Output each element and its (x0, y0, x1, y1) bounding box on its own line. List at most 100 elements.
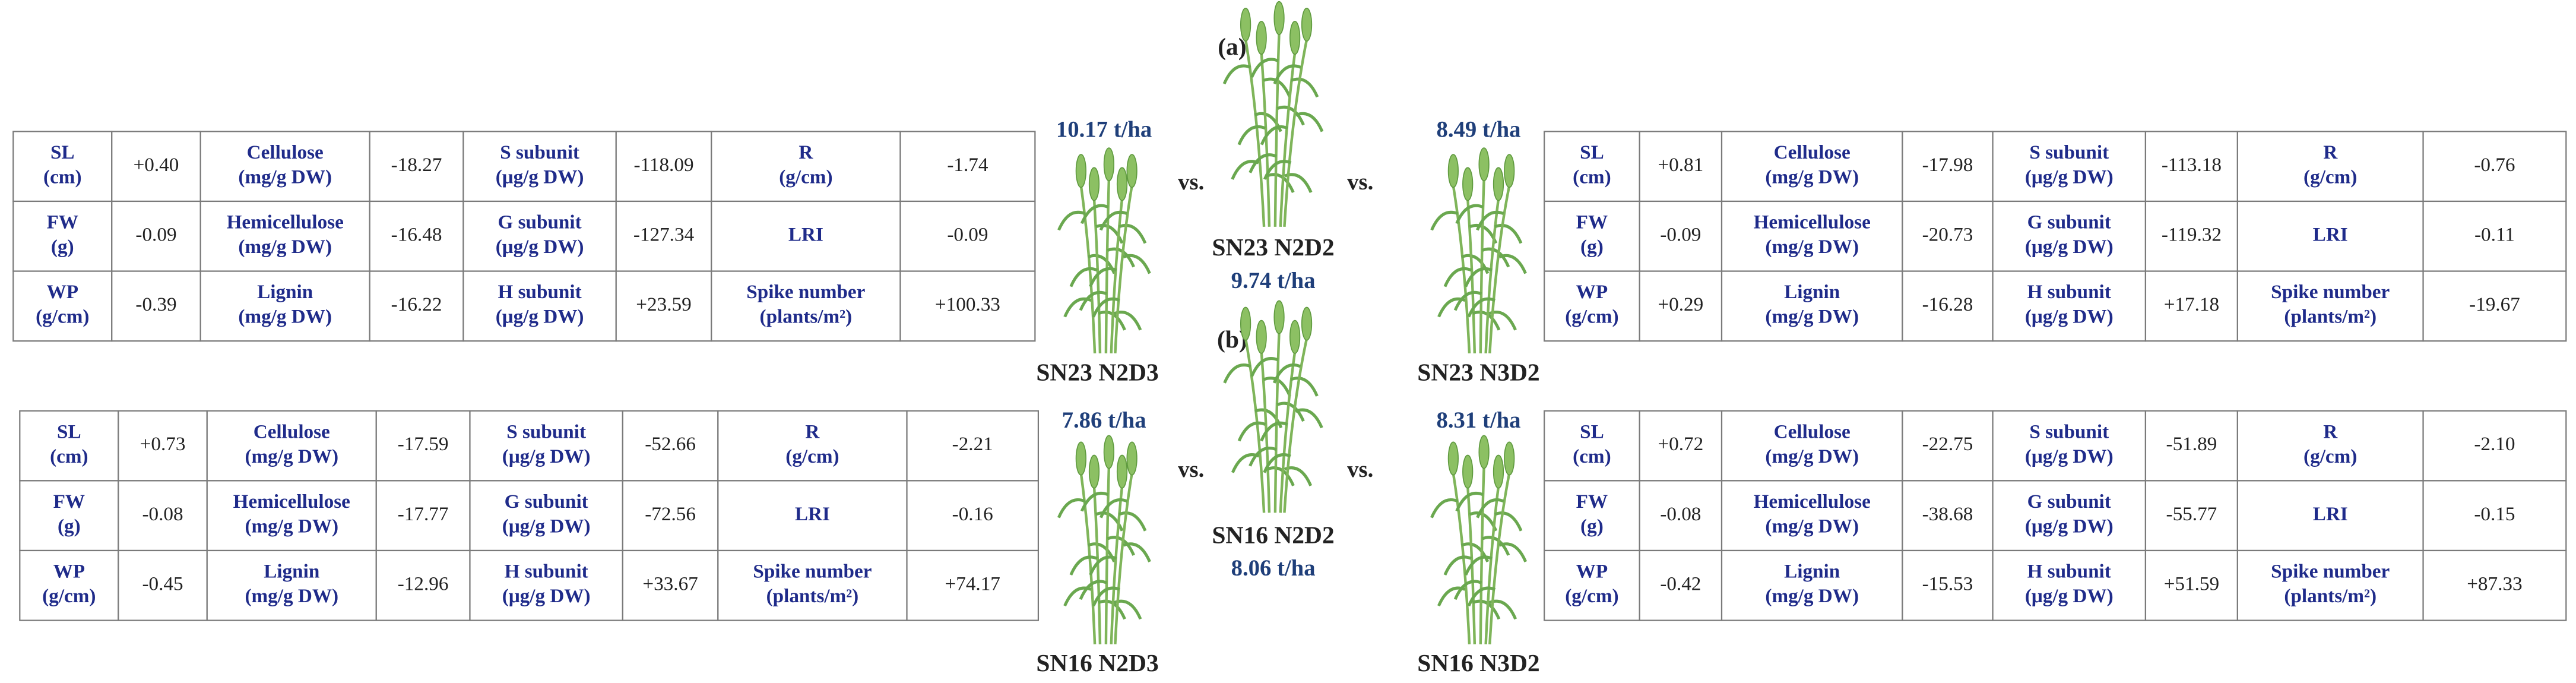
leaf (1430, 210, 1459, 231)
stem (1283, 39, 1308, 227)
cell-value: -0.42 (1660, 573, 1701, 595)
leaf (1057, 210, 1086, 231)
row-label: S subunit (506, 420, 586, 442)
wheat-ear (1273, 1, 1285, 35)
table-cell (2236, 410, 2424, 482)
leaf (1266, 173, 1295, 193)
cell-value: -17.77 (398, 503, 449, 525)
row-label: (g/cm) (42, 585, 96, 607)
table-cell (1639, 410, 1723, 482)
table-cell (375, 410, 471, 482)
leaf (1095, 223, 1124, 244)
table-cell (462, 270, 617, 342)
row-label: G subunit (498, 211, 582, 233)
stem (1273, 33, 1281, 227)
wheat-ear (1088, 454, 1100, 489)
leaf (1222, 64, 1251, 85)
stem (1452, 473, 1471, 644)
wheat-ear (1447, 154, 1459, 188)
leaf (1079, 290, 1108, 311)
row-label: H subunit (2027, 281, 2111, 303)
table-cell (12, 270, 113, 342)
row-label: H subunit (498, 281, 582, 303)
stem (1466, 198, 1476, 353)
stem (1452, 185, 1471, 354)
row-label: S subunit (2029, 141, 2109, 163)
table-cell (1902, 480, 1994, 552)
treatment-name: SN23 N3D2 (1417, 358, 1539, 385)
leaf (1273, 64, 1301, 85)
table-cell (899, 200, 1036, 272)
stem (1488, 185, 1511, 354)
wheat-plant (1430, 147, 1527, 354)
row-label: (mg/g DW) (1765, 236, 1859, 258)
wheat-ear (1289, 21, 1301, 55)
row-label: (g/cm) (36, 306, 89, 328)
cell-value: -51.89 (2166, 433, 2217, 455)
table-cell (199, 131, 370, 203)
wheat-plant (1222, 1, 1324, 227)
row-label: (g) (1580, 236, 1604, 258)
stem (1104, 179, 1111, 353)
table-cell (2422, 200, 2567, 272)
treatment-name: SN16 N2D2 (1212, 521, 1334, 548)
wheat-ear (1126, 154, 1138, 188)
row-label: (mg/g DW) (1765, 166, 1859, 188)
cell-value: -16.22 (391, 293, 442, 315)
row-label: (μg/g DW) (496, 306, 584, 328)
wheat-ear (1273, 300, 1285, 334)
panel-label: (a) (1218, 33, 1246, 61)
table: SL (cm) +0.81 Cellulose (mg/g DW) -17.98 S sub… (1544, 131, 2567, 342)
table-cell (111, 270, 201, 342)
row-label: R (805, 420, 820, 442)
row-label: (cm) (1573, 166, 1611, 188)
cell-value: -0.39 (135, 293, 176, 315)
leaf (1266, 466, 1295, 486)
yield: 8.06 t/ha (1231, 555, 1316, 581)
table-cell (206, 549, 377, 621)
row-label: R (2323, 420, 2338, 442)
row-label: S subunit (2029, 420, 2109, 442)
cell-value: -118.09 (633, 154, 693, 176)
leaf (1455, 204, 1484, 224)
leaf (1460, 254, 1490, 274)
table-cell (1720, 200, 1903, 272)
table-cell (1544, 131, 1640, 203)
table-cell (2236, 480, 2424, 552)
cell-value: -0.15 (2474, 503, 2515, 525)
row-label: R (799, 141, 813, 163)
table-cell (615, 200, 712, 272)
table-cell (1639, 480, 1723, 552)
row-label: SL (1580, 420, 1604, 442)
row-label: (mg/g DW) (245, 445, 338, 467)
table-cell (1639, 270, 1723, 342)
wheat-plant (1430, 435, 1528, 644)
table-cell (462, 200, 617, 272)
table-cell (118, 549, 208, 621)
leaf (1069, 267, 1098, 287)
stem (1114, 185, 1133, 354)
row-label: Lignin (1784, 561, 1840, 583)
row-label: FW (1576, 491, 1608, 513)
wheat-ear (1103, 435, 1115, 469)
row-label: Spike number (746, 281, 865, 303)
table-cell (1992, 410, 2147, 482)
row-label: S subunit (500, 141, 579, 163)
row-label: Hemicellulose (1754, 491, 1871, 513)
cell-value: +74.17 (945, 573, 1000, 595)
row-label: H subunit (2027, 561, 2111, 583)
leaf (1476, 498, 1504, 518)
stem (1484, 198, 1500, 354)
wheat-ear (1126, 441, 1138, 476)
table-cell (2236, 270, 2424, 342)
row-label: (μg/g DW) (502, 516, 591, 537)
row-label: FW (1576, 211, 1608, 233)
row-label: (mg/g DW) (1765, 516, 1859, 537)
treatment-name: SN16 N2D3 (1036, 649, 1158, 676)
wheat-ear (1116, 167, 1128, 201)
leaf (1263, 160, 1292, 180)
row-label: (plants/m²) (2284, 306, 2377, 328)
wheat-ear (1075, 154, 1086, 188)
row-label: (g/cm) (779, 166, 832, 188)
row-label: (g/cm) (1565, 306, 1618, 328)
